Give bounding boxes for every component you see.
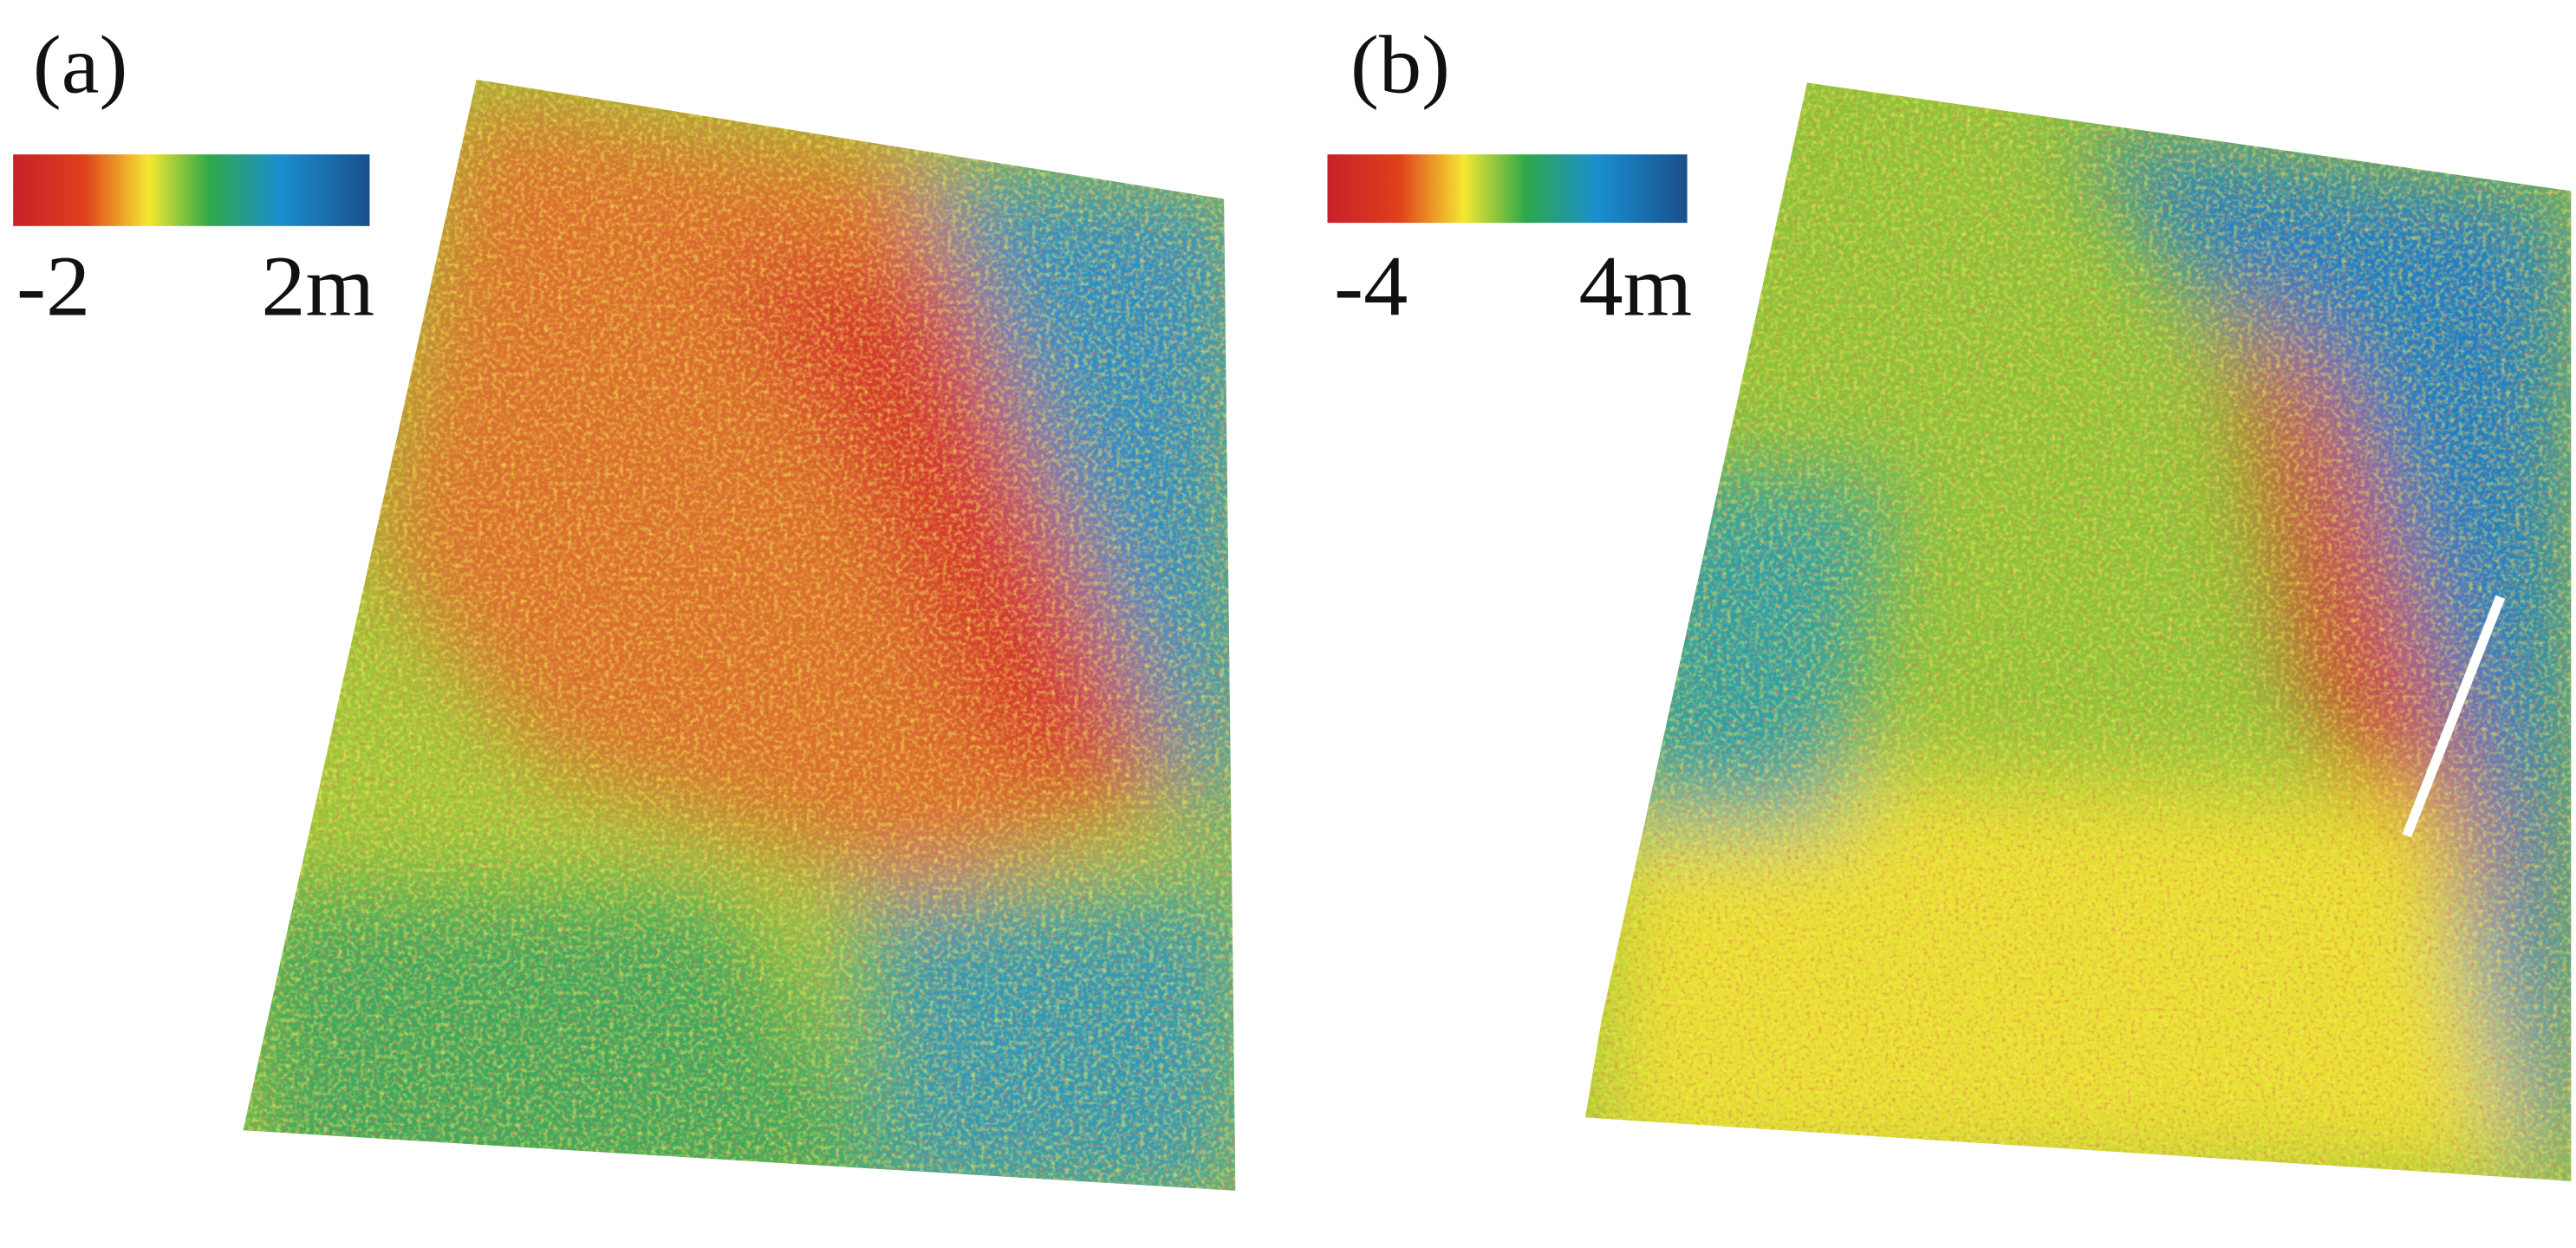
colorbar-min: -4 bbox=[1334, 238, 1408, 334]
elevation-map bbox=[243, 79, 1236, 1191]
colorbar-max: 2m bbox=[261, 238, 374, 334]
panel-label: (b) bbox=[1350, 19, 1450, 110]
colorbar-min: -2 bbox=[16, 238, 90, 334]
colorbar bbox=[1327, 154, 1688, 224]
panel-label: (a) bbox=[33, 19, 127, 110]
elevation-map bbox=[1585, 82, 2572, 1181]
colorbar-max: 4m bbox=[1578, 238, 1692, 334]
colorbar bbox=[13, 154, 370, 226]
profile-line bbox=[2402, 595, 2506, 838]
